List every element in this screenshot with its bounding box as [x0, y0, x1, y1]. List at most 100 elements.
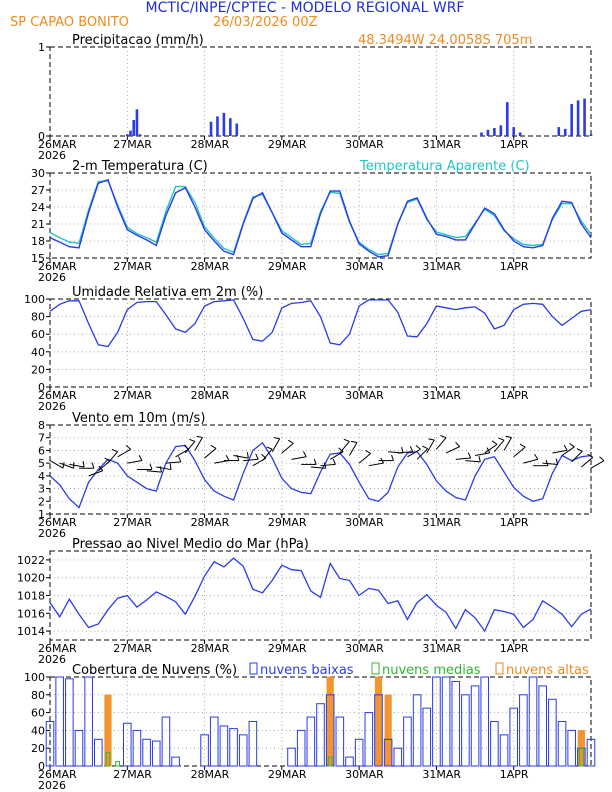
precip-bar [589, 134, 593, 136]
y-tick-label: 5 [38, 457, 45, 470]
cloud-low-bar [345, 756, 354, 767]
wind-barb [494, 439, 505, 453]
precip-bar [480, 132, 483, 136]
x-tick-label: 26MAR [38, 389, 77, 402]
x-year-label: 2026 [38, 779, 66, 792]
precip-bar [486, 129, 490, 136]
cloud-low-bar [306, 716, 316, 767]
cloud-low-bar [461, 694, 470, 767]
wind-barb-flag [302, 451, 307, 457]
legend-swatch-medium [371, 662, 380, 675]
wind-barb [291, 456, 307, 460]
precip-bar [138, 134, 142, 136]
x-tick-label: 27MAR [113, 260, 152, 273]
wind-barb-flag [196, 435, 203, 438]
cloud-low-bar [354, 738, 364, 767]
wind-barb-flag [409, 445, 414, 452]
cloud-low-bar [432, 676, 441, 767]
x-tick-label: 29MAR [268, 260, 307, 273]
cloud-low-bar [470, 685, 480, 767]
wind-barb [184, 441, 196, 454]
cloud-low-bar [383, 738, 393, 767]
wind-barb [397, 451, 413, 454]
panel-frame [49, 172, 592, 259]
legend-swatch-high [495, 662, 504, 675]
wind-barb [262, 448, 273, 461]
y-tick-label: 1018 [17, 590, 45, 603]
wind-barb [455, 457, 471, 460]
wind-barb-flag [266, 446, 273, 450]
cloud-low-bar [161, 716, 171, 767]
cloud-low-bar [528, 676, 538, 767]
location-label: SP CAPAO BONITO [10, 15, 129, 30]
y-tick-label: 80 [31, 689, 45, 702]
cloud-low-bar [65, 678, 74, 767]
cloud-medium-bar [115, 761, 121, 767]
y-tick-label: 21 [31, 218, 45, 231]
precip-bar [583, 98, 586, 136]
x-year-label: 2026 [38, 400, 66, 413]
y-tick-label: 2 [38, 495, 45, 508]
panel-right-label: Temperatura Aparente (C) [359, 159, 530, 174]
wind-barb-flag [183, 444, 189, 450]
panel-title: Cobertura de Nuvens (%) [72, 663, 237, 678]
wind-barb [436, 437, 447, 450]
x-year-label: 2026 [38, 271, 66, 284]
wind-barb [204, 448, 217, 459]
cloud-low-bar [441, 676, 451, 767]
y-tick-label: 20 [31, 742, 45, 755]
wind-barb [320, 463, 336, 467]
wind-barb [416, 448, 429, 460]
y-tick-label: 1 [38, 41, 45, 54]
x-tick-label: 26MAR [38, 516, 77, 529]
y-tick-label: 0 [38, 760, 45, 773]
cloud-low-bar [219, 725, 229, 767]
wind-barb [484, 443, 498, 454]
cloud-medium-bar [578, 747, 584, 767]
x-tick-label: 26MAR [38, 642, 77, 655]
precip-bar [512, 127, 516, 136]
wind-barb [349, 442, 358, 456]
wind-barb-flag [467, 452, 472, 459]
wind-barb [271, 438, 281, 452]
cloud-low-bar [499, 734, 509, 767]
wind-barb-flag [350, 440, 358, 444]
panel-frame [49, 298, 592, 388]
x-tick-label: 1APR [500, 260, 529, 273]
cloud-low-bar [74, 729, 84, 767]
cloud-low-bar [567, 729, 576, 767]
cloud-low-bar [55, 676, 64, 767]
cloud-low-bar [519, 694, 528, 767]
chart-title: MCTIC/INPE/CPTEC - MODELO REGIONAL WRF [146, 0, 465, 16]
precip-bar [493, 127, 496, 136]
legend-label: nuvens altas [506, 663, 589, 678]
precip-bar [518, 132, 522, 136]
y-tick-label: 1020 [17, 572, 45, 585]
wind-barb-flag [149, 463, 153, 470]
cloud-low-bar [238, 734, 248, 767]
wind-barb [107, 451, 118, 464]
wind-barb [523, 458, 538, 464]
wind-barb [368, 462, 384, 467]
cloud-high-bar [374, 676, 383, 767]
wind-barb [165, 461, 181, 464]
y-tick-label: 8 [38, 419, 45, 432]
wind-barb-flag [343, 438, 350, 442]
x-tick-label: 30MAR [345, 768, 384, 781]
y-tick-label: 24 [31, 201, 45, 214]
wind-barb [69, 463, 85, 468]
wind-barb [243, 458, 259, 462]
wind-barb-flag [62, 462, 65, 469]
x-tick-label: 27MAR [113, 642, 152, 655]
panel-frame [49, 424, 592, 515]
cloud-low-bar [335, 716, 345, 767]
x-year-label: 2026 [38, 149, 66, 162]
wind-barb [146, 470, 162, 473]
y-tick-label: 30 [31, 167, 45, 180]
x-tick-label: 27MAR [113, 768, 152, 781]
y-tick-label: 20 [31, 363, 45, 376]
cloud-low-bar [132, 729, 142, 767]
panel-title: Pressao ao Nivel Medio do Mar (hPa) [72, 537, 309, 552]
